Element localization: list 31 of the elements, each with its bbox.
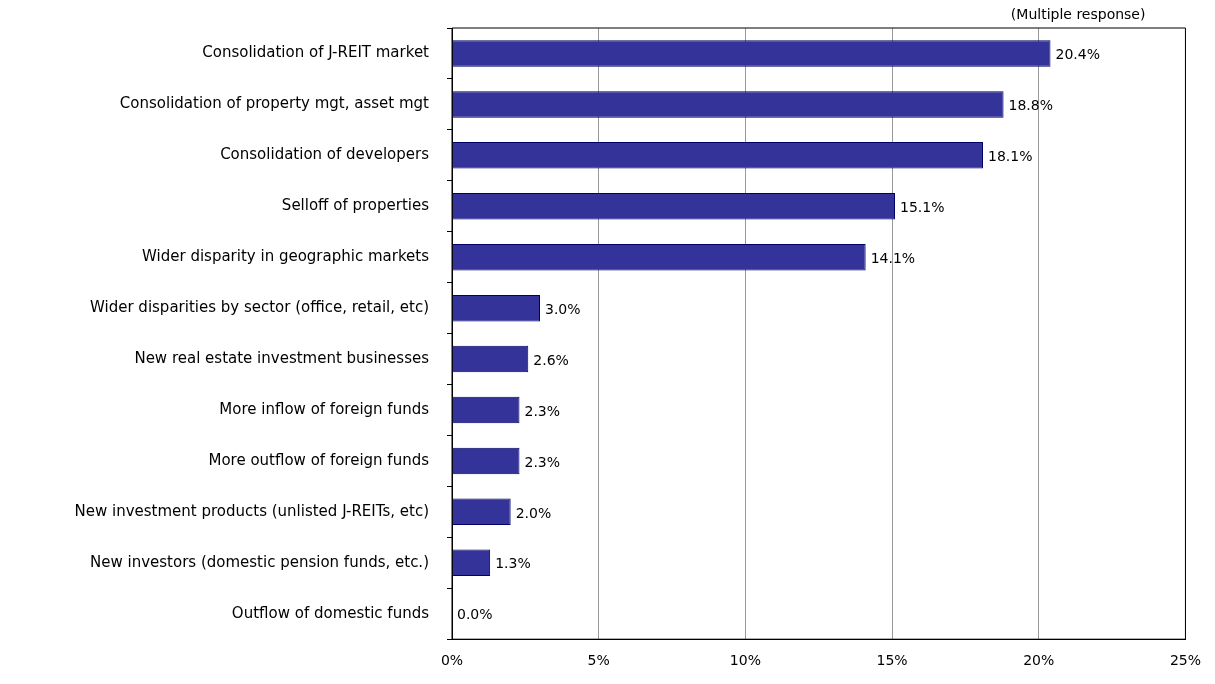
x-tick-label: 25% (1169, 652, 1201, 669)
x-tick-label: 10% (729, 652, 761, 669)
text: (Multiple response) (1010, 5, 1146, 22)
x-tick-label: 20% (1023, 652, 1055, 669)
x-tick-label: 0% (440, 652, 464, 669)
y-tick-label: Consolidation of J-REIT market (202, 43, 430, 62)
y-tick-label: Selloff of properties (281, 196, 430, 215)
data-label: 1.3% (495, 555, 531, 572)
data-label: 14.1% (870, 249, 916, 266)
x-tick-label: 5% (587, 652, 610, 669)
x-tick-label: 15% (876, 652, 908, 669)
data-label: 3.0% (545, 300, 581, 317)
data-label: 0.0% (457, 606, 493, 623)
y-tick-label: New investors (domestic pension funds, etc.) (90, 552, 429, 571)
y-tick-label: More outflow of foreign funds (208, 450, 430, 469)
y-tick-label: New investment products (unlisted J-REITs, etc) (74, 501, 429, 520)
y-tick-label: Wider disparity in geographic markets (142, 247, 430, 266)
y-tick-label: Wider disparities by sector (office, retail, etc) (90, 298, 429, 317)
data-label: 15.1% (900, 198, 945, 215)
y-tick-label: New real estate investment businesses (134, 348, 430, 367)
data-label: 2.3% (524, 402, 561, 419)
data-label: 2.0% (515, 504, 552, 521)
y-tick-label: Consolidation of developers (220, 145, 430, 164)
y-tick-label: Outflow of domestic funds (231, 603, 430, 622)
y-tick-label: Consolidation of property mgt, asset mgt (119, 94, 430, 113)
data-label: 18.8% (1008, 97, 1054, 114)
data-label: 18.1% (988, 147, 1033, 164)
data-label: 2.6% (533, 351, 569, 368)
y-tick-label: More inflow of foreign funds (219, 399, 430, 418)
data-label: 2.3% (524, 453, 561, 470)
data-label: 20.4% (1055, 46, 1100, 63)
